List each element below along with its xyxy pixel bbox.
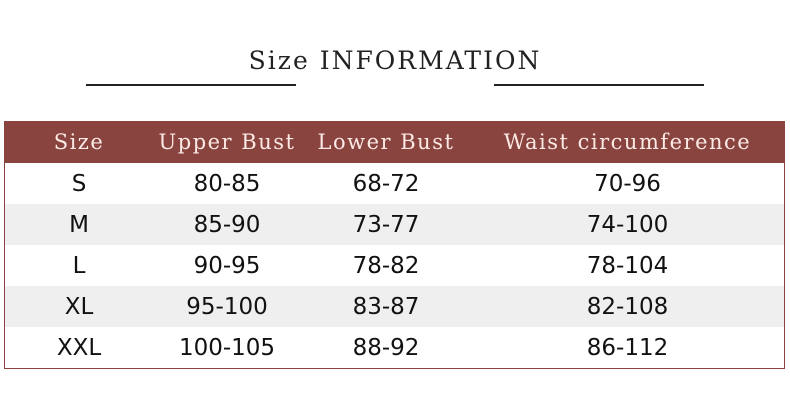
table-row: L 90-95 78-82 78-104	[5, 245, 784, 286]
title-divider-right	[494, 84, 704, 86]
cell-size: S	[71, 170, 87, 197]
cell-waist: 78-104	[586, 252, 669, 279]
header-size: Size	[53, 130, 105, 154]
table-row: M 85-90 73-77 74-100	[5, 204, 784, 245]
header-waist: Waist circumference	[503, 130, 752, 154]
cell-size: M	[69, 211, 89, 238]
cell-size: L	[72, 252, 86, 279]
table-row: XL 95-100 83-87 82-108	[5, 286, 784, 327]
cell-upper-bust: 85-90	[193, 211, 261, 238]
cell-size: XXL	[56, 334, 102, 361]
size-table: Size Upper Bust Lower Bust Waist circumf…	[4, 121, 785, 369]
cell-waist: 86-112	[586, 334, 669, 361]
cell-waist: 70-96	[594, 170, 661, 197]
cell-upper-bust: 100-105	[178, 334, 276, 361]
table-header: Size Upper Bust Lower Bust Waist circumf…	[5, 121, 784, 163]
cell-upper-bust: 95-100	[186, 293, 268, 320]
cell-upper-bust: 90-95	[193, 252, 261, 279]
page-title: Size INFORMATION	[248, 46, 542, 75]
cell-lower-bust: 78-82	[352, 252, 420, 279]
cell-lower-bust: 73-77	[352, 211, 420, 238]
cell-waist: 74-100	[586, 211, 669, 238]
header-upper-bust: Upper Bust	[158, 130, 296, 154]
title-divider-left	[86, 84, 296, 86]
table-row: XXL 100-105 88-92 86-112	[5, 327, 784, 368]
cell-upper-bust: 80-85	[193, 170, 261, 197]
cell-size: XL	[64, 293, 94, 320]
cell-waist: 82-108	[586, 293, 669, 320]
cell-lower-bust: 83-87	[352, 293, 420, 320]
header-lower-bust: Lower Bust	[317, 130, 455, 154]
table-row: S 80-85 68-72 70-96	[5, 163, 784, 204]
cell-lower-bust: 68-72	[352, 170, 420, 197]
cell-lower-bust: 88-92	[352, 334, 420, 361]
